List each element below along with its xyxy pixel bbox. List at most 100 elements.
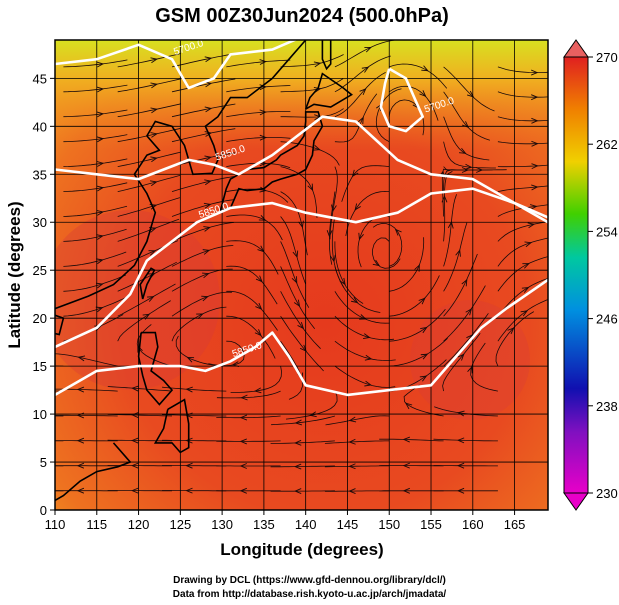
streamline-arrow (24, 463, 30, 468)
height-contour (55, 115, 548, 219)
streamline (175, 335, 227, 367)
streamline (334, 55, 391, 93)
streamline-arrow (292, 250, 299, 259)
streamline (497, 299, 548, 342)
colorbar-tick-label: 262 (596, 137, 618, 152)
colorbar-tick-label: 238 (596, 399, 618, 414)
streamline-arrow (402, 462, 410, 469)
streamline (497, 237, 548, 267)
streamline-arrow (466, 90, 475, 98)
streamline (280, 78, 344, 93)
streamline (117, 174, 181, 192)
streamline-arrow (259, 134, 268, 141)
streamline-arrow (331, 204, 337, 213)
streamline-arrow (456, 487, 465, 494)
streamline (171, 176, 235, 192)
streamline-arrow (150, 107, 158, 114)
streamline-arrow (204, 131, 213, 137)
streamline (117, 151, 181, 167)
streamline-arrow (76, 487, 85, 494)
streamline-arrow (204, 155, 212, 162)
streamline-arrow (137, 345, 143, 353)
streamline (389, 237, 425, 292)
streamline-arrow (294, 439, 302, 446)
streamline-arrow (131, 462, 139, 469)
streamline-arrow (186, 356, 195, 363)
streamline-arrow (313, 86, 322, 93)
streamline-arrow (364, 380, 372, 387)
streamline (162, 386, 227, 392)
streamline-arrow (421, 65, 429, 72)
streamline (226, 111, 291, 118)
streamline-arrow (146, 296, 155, 302)
y-tick-label: 30 (33, 215, 47, 230)
streamline-arrow (203, 226, 211, 232)
y-tick-label: 5 (40, 455, 47, 470)
streamline (443, 91, 491, 141)
streamline-arrow (402, 436, 411, 443)
streamline (171, 152, 236, 167)
y-axis: 0 5 10 15 20 25 30 35 40 45 (33, 71, 55, 518)
streamline-arrow (531, 69, 539, 76)
streamline (226, 137, 291, 143)
y-tick-label: 45 (33, 71, 47, 86)
colorbar-bar (563, 56, 589, 494)
streamline (497, 91, 548, 98)
streamline (226, 315, 276, 359)
colorbar: 230 238 246 254 262 270 (563, 39, 618, 511)
colorbar-bottom-arrow (563, 492, 589, 511)
coastline (55, 442, 132, 502)
streamline-arrow (372, 259, 381, 267)
streamline (271, 415, 336, 426)
streamline-arrow (239, 463, 247, 469)
streamline-arrow (351, 296, 359, 304)
streamline-arrow (131, 385, 139, 392)
streamline-arrow (309, 411, 317, 418)
streamline-arrow (203, 202, 212, 209)
streamline-arrow (202, 272, 210, 279)
streamline-arrow (402, 487, 410, 494)
streamline-arrow (96, 209, 105, 216)
streamline-arrow (329, 254, 336, 263)
streamline-arrow (150, 180, 158, 187)
y-tick-label: 10 (33, 407, 47, 422)
streamline (334, 291, 390, 324)
streamline-arrow (348, 488, 356, 494)
streamline-arrow (150, 57, 158, 64)
colorbar-top-arrow (563, 39, 589, 58)
streamline (345, 190, 390, 237)
streamlines (24, 40, 548, 495)
streamline-arrow (202, 249, 211, 255)
streamline-arrow (521, 287, 530, 293)
grid-lines (55, 40, 548, 510)
streamline-arrow (348, 416, 357, 423)
streamline-arrow (531, 94, 539, 101)
streamline (216, 390, 281, 399)
streamline-arrow (457, 353, 465, 361)
streamline (280, 108, 344, 118)
streamline-arrow (298, 220, 304, 229)
streamline-arrow (24, 438, 30, 443)
streamline-arrow (531, 140, 539, 147)
streamline-arrow (419, 375, 428, 382)
streamline (171, 306, 227, 342)
streamline (171, 128, 236, 143)
streamline-arrow (185, 386, 193, 393)
streamline (443, 313, 489, 367)
streamline (280, 141, 340, 166)
streamline (171, 199, 235, 217)
streamline (497, 204, 548, 217)
colorbar-tick-label: 246 (596, 312, 618, 327)
streamline-arrow (204, 179, 212, 186)
streamline (63, 109, 128, 118)
streamline (388, 99, 425, 136)
streamline (162, 439, 227, 442)
streamline (331, 216, 345, 288)
streamline (497, 277, 548, 317)
streamline-arrow (456, 462, 465, 469)
streamline-arrow (459, 147, 467, 154)
height-contour (379, 67, 424, 133)
streamline (334, 365, 396, 388)
